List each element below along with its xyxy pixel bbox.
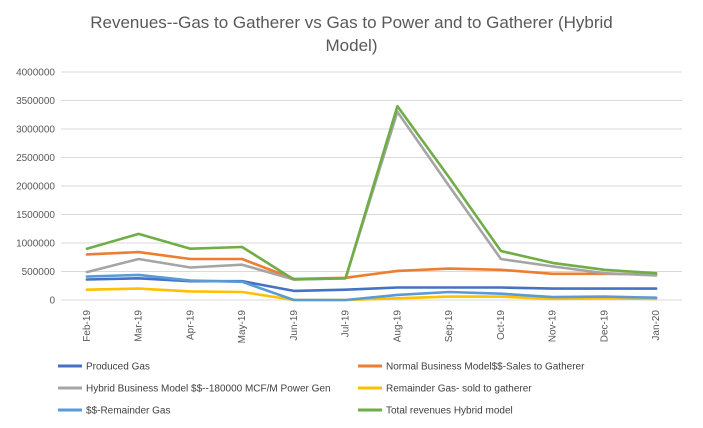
x-tick-label: Feb-19 — [82, 310, 93, 342]
series-line-5 — [85, 273, 658, 302]
y-tick-label: 3000000 — [16, 125, 55, 136]
chart-title-line-2: Model) — [326, 36, 378, 55]
y-tick-label: 2000000 — [16, 182, 55, 193]
x-axis-ticks: Feb-19 Mar-19 Apr-19 May-19 Jun-19 Jul-19 Aug-… — [82, 310, 662, 344]
y-tick-label: 2500000 — [16, 153, 55, 164]
x-tick-label: Jul-19 — [341, 310, 352, 338]
x-tick-label: Jan-20 — [651, 310, 662, 341]
y-axis-ticks: 0 500000 1000000 1500000 2000000 2500000 30000… — [16, 68, 55, 307]
legend-label: Normal Business Model$$-Sales to Gathere… — [386, 362, 585, 373]
x-tick-label: Sep-19 — [444, 310, 455, 343]
x-tick-label: Dec-19 — [599, 310, 610, 343]
gridlines — [61, 71, 682, 301]
x-tick-label: Nov-19 — [548, 310, 559, 343]
series-line-6 — [85, 104, 658, 281]
series-lines — [85, 104, 658, 302]
chart-title-line-1: Revenues--Gas to Gatherer vs Gas to Powe… — [90, 13, 613, 32]
legend-label: Hybrid Business Model $$--180000 MCF/M P… — [86, 384, 331, 395]
y-tick-label: 1000000 — [16, 239, 55, 250]
y-tick-label: 500000 — [22, 267, 56, 278]
x-tick-label: Mar-19 — [134, 310, 145, 342]
x-tick-label: Aug-19 — [392, 310, 403, 343]
y-tick-label: 4000000 — [16, 68, 55, 79]
x-tick-label: Apr-19 — [185, 310, 196, 340]
series-line-4 — [85, 287, 658, 302]
series-line-2 — [85, 250, 658, 281]
y-tick-label: 1500000 — [16, 210, 55, 221]
series-line-1 — [85, 276, 658, 293]
legend-label: Remainder Gas- sold to gatherer — [386, 384, 532, 395]
x-tick-label: Oct-19 — [496, 310, 507, 340]
legend: Produced Gas Normal Business Model$$-Sale… — [58, 362, 585, 417]
legend-label: $$-Remainder Gas — [86, 406, 170, 417]
x-tick-label: Jun-19 — [289, 310, 300, 341]
y-tick-label: 0 — [49, 296, 55, 307]
legend-label: Produced Gas — [86, 362, 150, 373]
y-tick-label: 3500000 — [16, 96, 55, 107]
legend-label: Total revenues Hybrid model — [386, 406, 513, 417]
x-tick-label: May-19 — [237, 310, 248, 344]
